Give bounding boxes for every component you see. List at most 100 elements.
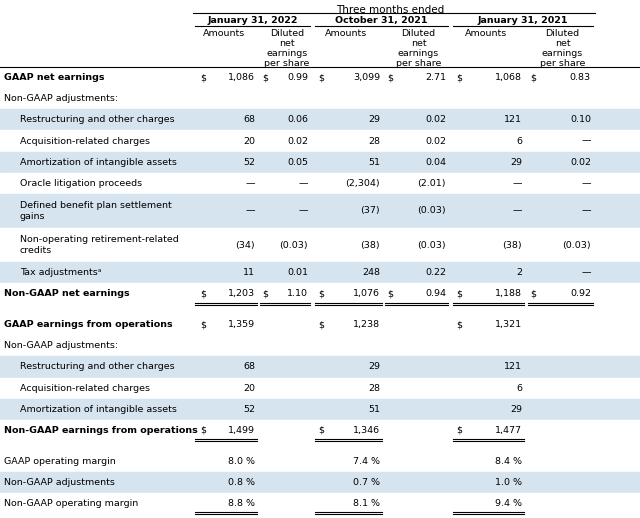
Text: 0.92: 0.92 xyxy=(570,290,591,298)
Text: 9.4 %: 9.4 % xyxy=(495,499,522,508)
Text: 2: 2 xyxy=(516,268,522,277)
Text: Non-operating retirement-related
credits: Non-operating retirement-related credits xyxy=(20,235,179,255)
Text: Amortization of intangible assets: Amortization of intangible assets xyxy=(20,157,177,167)
Text: 1,076: 1,076 xyxy=(353,290,380,298)
Text: 1.0 %: 1.0 % xyxy=(495,478,522,487)
Text: 0.7 %: 0.7 % xyxy=(353,478,380,487)
Text: 68: 68 xyxy=(243,116,255,124)
Text: 0.06: 0.06 xyxy=(287,116,308,124)
Text: $: $ xyxy=(387,290,393,298)
Text: $: $ xyxy=(456,426,462,435)
Text: 6: 6 xyxy=(516,137,522,146)
Text: 1,346: 1,346 xyxy=(353,426,380,435)
Text: 51: 51 xyxy=(368,405,380,414)
Text: 1,321: 1,321 xyxy=(495,320,522,329)
Text: $: $ xyxy=(200,426,206,435)
Text: 0.22: 0.22 xyxy=(425,268,446,277)
Bar xyxy=(0,0,640,67)
Text: 1,086: 1,086 xyxy=(228,73,255,82)
Text: 52: 52 xyxy=(243,405,255,414)
Text: 2.71: 2.71 xyxy=(425,73,446,82)
Text: GAAP operating margin: GAAP operating margin xyxy=(4,456,116,466)
Text: (38): (38) xyxy=(360,241,380,250)
Text: $: $ xyxy=(262,73,268,82)
Text: 1,068: 1,068 xyxy=(495,73,522,82)
Text: January 31, 2022: January 31, 2022 xyxy=(207,16,298,25)
Text: —: — xyxy=(513,207,522,215)
Text: Non-GAAP net earnings: Non-GAAP net earnings xyxy=(4,290,130,298)
Text: 28: 28 xyxy=(368,137,380,146)
Text: 29: 29 xyxy=(368,116,380,124)
Text: $: $ xyxy=(530,73,536,82)
Text: 29: 29 xyxy=(510,157,522,167)
Bar xyxy=(0,194,640,228)
Text: Amortization of intangible assets: Amortization of intangible assets xyxy=(20,405,177,414)
Text: $: $ xyxy=(318,290,324,298)
Text: —: — xyxy=(582,268,591,277)
Bar xyxy=(0,262,640,283)
Text: 20: 20 xyxy=(243,137,255,146)
Text: 8.0 %: 8.0 % xyxy=(228,456,255,466)
Text: 1,203: 1,203 xyxy=(228,290,255,298)
Text: —: — xyxy=(582,179,591,188)
Text: 121: 121 xyxy=(504,116,522,124)
Text: Diluted
net
earnings
per share: Diluted net earnings per share xyxy=(396,29,441,68)
Text: Defined benefit plan settlement
gains: Defined benefit plan settlement gains xyxy=(20,202,172,221)
Text: 0.83: 0.83 xyxy=(570,73,591,82)
Text: $: $ xyxy=(200,320,206,329)
Bar xyxy=(0,314,640,335)
Text: 8.1 %: 8.1 % xyxy=(353,499,380,508)
Text: $: $ xyxy=(200,290,206,298)
Text: (38): (38) xyxy=(502,241,522,250)
Text: $: $ xyxy=(262,290,268,298)
Text: $: $ xyxy=(530,290,536,298)
Text: Amounts: Amounts xyxy=(465,29,508,38)
Text: (0.03): (0.03) xyxy=(280,241,308,250)
Text: 0.04: 0.04 xyxy=(425,157,446,167)
Text: 1,238: 1,238 xyxy=(353,320,380,329)
Text: $: $ xyxy=(318,320,324,329)
Text: $: $ xyxy=(318,426,324,435)
Text: (2.01): (2.01) xyxy=(417,179,446,188)
Text: Tax adjustmentsᵃ: Tax adjustmentsᵃ xyxy=(20,268,102,277)
Text: Acquisition-related charges: Acquisition-related charges xyxy=(20,137,150,146)
Text: 0.8 %: 0.8 % xyxy=(228,478,255,487)
Bar xyxy=(0,88,640,109)
Text: —: — xyxy=(582,207,591,215)
Text: 51: 51 xyxy=(368,157,380,167)
Text: Acquisition-related charges: Acquisition-related charges xyxy=(20,384,150,393)
Bar xyxy=(0,228,640,262)
Text: Non-GAAP adjustments: Non-GAAP adjustments xyxy=(4,478,115,487)
Text: 0.05: 0.05 xyxy=(287,157,308,167)
Text: (34): (34) xyxy=(236,241,255,250)
Text: October 31, 2021: October 31, 2021 xyxy=(335,16,428,25)
Text: 6: 6 xyxy=(516,384,522,393)
Text: Restructuring and other charges: Restructuring and other charges xyxy=(20,116,175,124)
Text: Amounts: Amounts xyxy=(325,29,367,38)
Text: 1,359: 1,359 xyxy=(228,320,255,329)
Text: Diluted
net
earnings
per share: Diluted net earnings per share xyxy=(540,29,585,68)
Text: 29: 29 xyxy=(368,363,380,371)
Text: 1,499: 1,499 xyxy=(228,426,255,435)
Bar xyxy=(0,283,640,305)
Text: 0.02: 0.02 xyxy=(570,157,591,167)
Text: —: — xyxy=(298,179,308,188)
Text: Non-GAAP earnings from operations: Non-GAAP earnings from operations xyxy=(4,426,198,435)
Bar xyxy=(0,131,640,152)
Text: 0.01: 0.01 xyxy=(287,268,308,277)
Text: (37): (37) xyxy=(360,207,380,215)
Text: —: — xyxy=(513,179,522,188)
Text: Non-GAAP operating margin: Non-GAAP operating margin xyxy=(4,499,138,508)
Text: 28: 28 xyxy=(368,384,380,393)
Text: 29: 29 xyxy=(510,405,522,414)
Text: $: $ xyxy=(200,73,206,82)
Text: Diluted
net
earnings
per share: Diluted net earnings per share xyxy=(264,29,310,68)
Text: 0.94: 0.94 xyxy=(425,290,446,298)
Text: 20: 20 xyxy=(243,384,255,393)
Text: 3,099: 3,099 xyxy=(353,73,380,82)
Bar xyxy=(0,173,640,194)
Text: $: $ xyxy=(456,73,462,82)
Bar xyxy=(0,67,640,88)
Text: (2,304): (2,304) xyxy=(346,179,380,188)
Text: 68: 68 xyxy=(243,363,255,371)
